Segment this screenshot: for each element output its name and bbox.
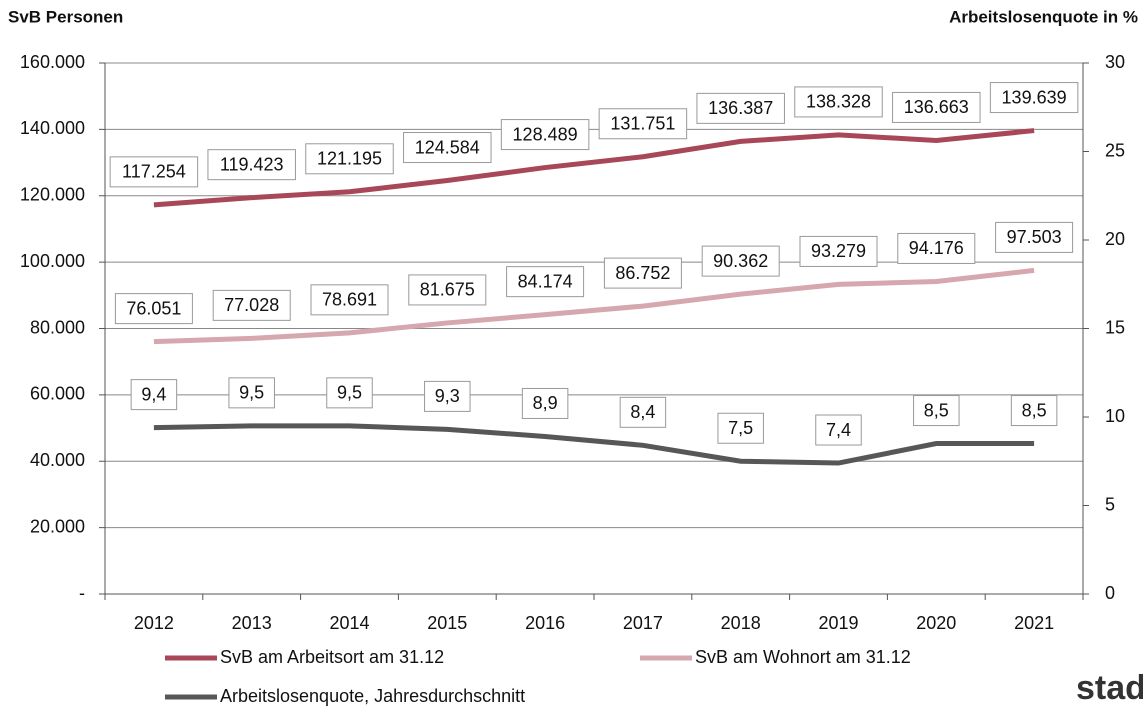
data-label-box <box>109 156 199 188</box>
y2-tick-label: 15 <box>1105 317 1125 337</box>
y2-tick-label: 20 <box>1105 229 1125 249</box>
data-label-box <box>305 143 394 175</box>
data-label: 138.328 <box>806 92 871 112</box>
data-label-box <box>717 412 764 444</box>
data-label-box <box>207 149 296 181</box>
data-label: 77.028 <box>224 295 279 315</box>
data-label-box <box>130 379 178 411</box>
data-label-box <box>603 257 682 289</box>
x-tick-label: 2019 <box>818 613 858 633</box>
data-label-box <box>913 395 960 427</box>
x-tick-label: 2016 <box>525 613 565 633</box>
data-label-box <box>212 289 291 321</box>
data-label: 121.195 <box>317 149 382 169</box>
data-label: 119.423 <box>220 154 284 174</box>
data-label-box <box>696 92 785 124</box>
data-label-box <box>989 82 1079 114</box>
data-label: 9,5 <box>239 383 264 403</box>
y2-tick-label: 0 <box>1105 583 1115 603</box>
data-label: 124.584 <box>415 137 480 157</box>
data-label-box <box>701 245 780 277</box>
data-label-box <box>228 377 275 409</box>
data-label-box <box>114 293 193 325</box>
data-label-box <box>326 377 373 409</box>
data-label-box <box>799 235 878 267</box>
data-label: 7,5 <box>728 418 753 438</box>
data-label: 8,4 <box>630 402 655 422</box>
y2-tick-label: 5 <box>1105 494 1115 514</box>
data-label-box <box>408 274 487 306</box>
data-label-box <box>995 221 1074 253</box>
data-label-box <box>310 284 389 316</box>
data-label: 8,9 <box>533 393 558 413</box>
data-label-box <box>403 132 492 164</box>
x-tick-label: 2018 <box>721 613 761 633</box>
data-label: 8,5 <box>924 400 949 420</box>
data-label-box <box>897 232 976 264</box>
y-tick-label: - <box>79 583 85 603</box>
y2-tick-label: 30 <box>1105 52 1125 72</box>
data-label: 7,4 <box>826 420 851 440</box>
data-label: 81.675 <box>420 280 475 300</box>
data-label-box <box>521 387 569 419</box>
data-label: 8,5 <box>1022 400 1047 420</box>
data-label-box <box>506 266 585 298</box>
y-tick-label: 20.000 <box>30 516 85 536</box>
x-tick-label: 2012 <box>134 613 174 633</box>
data-label: 136.663 <box>904 97 969 117</box>
data-label: 76.051 <box>126 298 181 318</box>
data-label: 90.362 <box>713 251 768 271</box>
legend-label: SvB am Arbeitsort am 31.12 <box>220 647 444 667</box>
data-label-box <box>815 414 862 446</box>
data-label: 93.279 <box>811 241 866 261</box>
legend-label: Arbeitslosenquote, Jahresdurchschnitt <box>220 686 525 706</box>
data-label: 86.752 <box>615 263 670 283</box>
y-tick-label: 120.000 <box>20 185 85 205</box>
x-tick-label: 2017 <box>623 613 663 633</box>
data-label: 9,5 <box>337 383 362 403</box>
data-label: 84.174 <box>518 271 573 291</box>
y-axis-title: SvB Personen <box>8 7 123 26</box>
data-label-box <box>619 396 667 428</box>
line <box>153 423 1035 466</box>
data-label: 136.387 <box>708 98 773 118</box>
y-tick-label: 140.000 <box>20 118 85 138</box>
data-label-box <box>424 380 471 412</box>
data-label-box <box>892 91 981 123</box>
data-label: 139.639 <box>1002 87 1067 107</box>
x-tick-label: 2021 <box>1014 613 1054 633</box>
data-label: 131.751 <box>610 114 675 134</box>
data-label-box <box>598 108 688 140</box>
line <box>153 267 1035 345</box>
data-label: 78.691 <box>322 290 377 310</box>
y-tick-label: 100.000 <box>20 251 85 271</box>
data-label-box <box>794 86 883 118</box>
data-label: 128.489 <box>513 124 578 144</box>
data-label-box <box>500 119 590 151</box>
y2-axis-title: Arbeitslosenquote in % <box>949 7 1138 26</box>
line <box>153 128 1035 208</box>
x-tick-label: 2015 <box>427 613 467 633</box>
y-tick-label: 80.000 <box>30 317 85 337</box>
data-label: 94.176 <box>909 238 964 258</box>
y2-tick-label: 10 <box>1105 406 1125 426</box>
y-tick-label: 40.000 <box>30 450 85 470</box>
data-label-box <box>1010 395 1058 427</box>
legend-label: SvB am Wohnort am 31.12 <box>695 647 911 667</box>
y-tick-label: 60.000 <box>30 384 85 404</box>
x-tick-label: 2014 <box>329 613 369 633</box>
data-label: 9,4 <box>141 384 166 404</box>
x-tick-label: 2020 <box>916 613 956 633</box>
y2-tick-label: 25 <box>1105 140 1125 160</box>
logo: stad <box>1076 669 1143 707</box>
data-label: 97.503 <box>1007 227 1062 247</box>
data-label: 117.254 <box>122 162 186 182</box>
y-tick-label: 160.000 <box>20 52 85 72</box>
data-label: 9,3 <box>435 386 460 406</box>
x-tick-label: 2013 <box>232 613 272 633</box>
